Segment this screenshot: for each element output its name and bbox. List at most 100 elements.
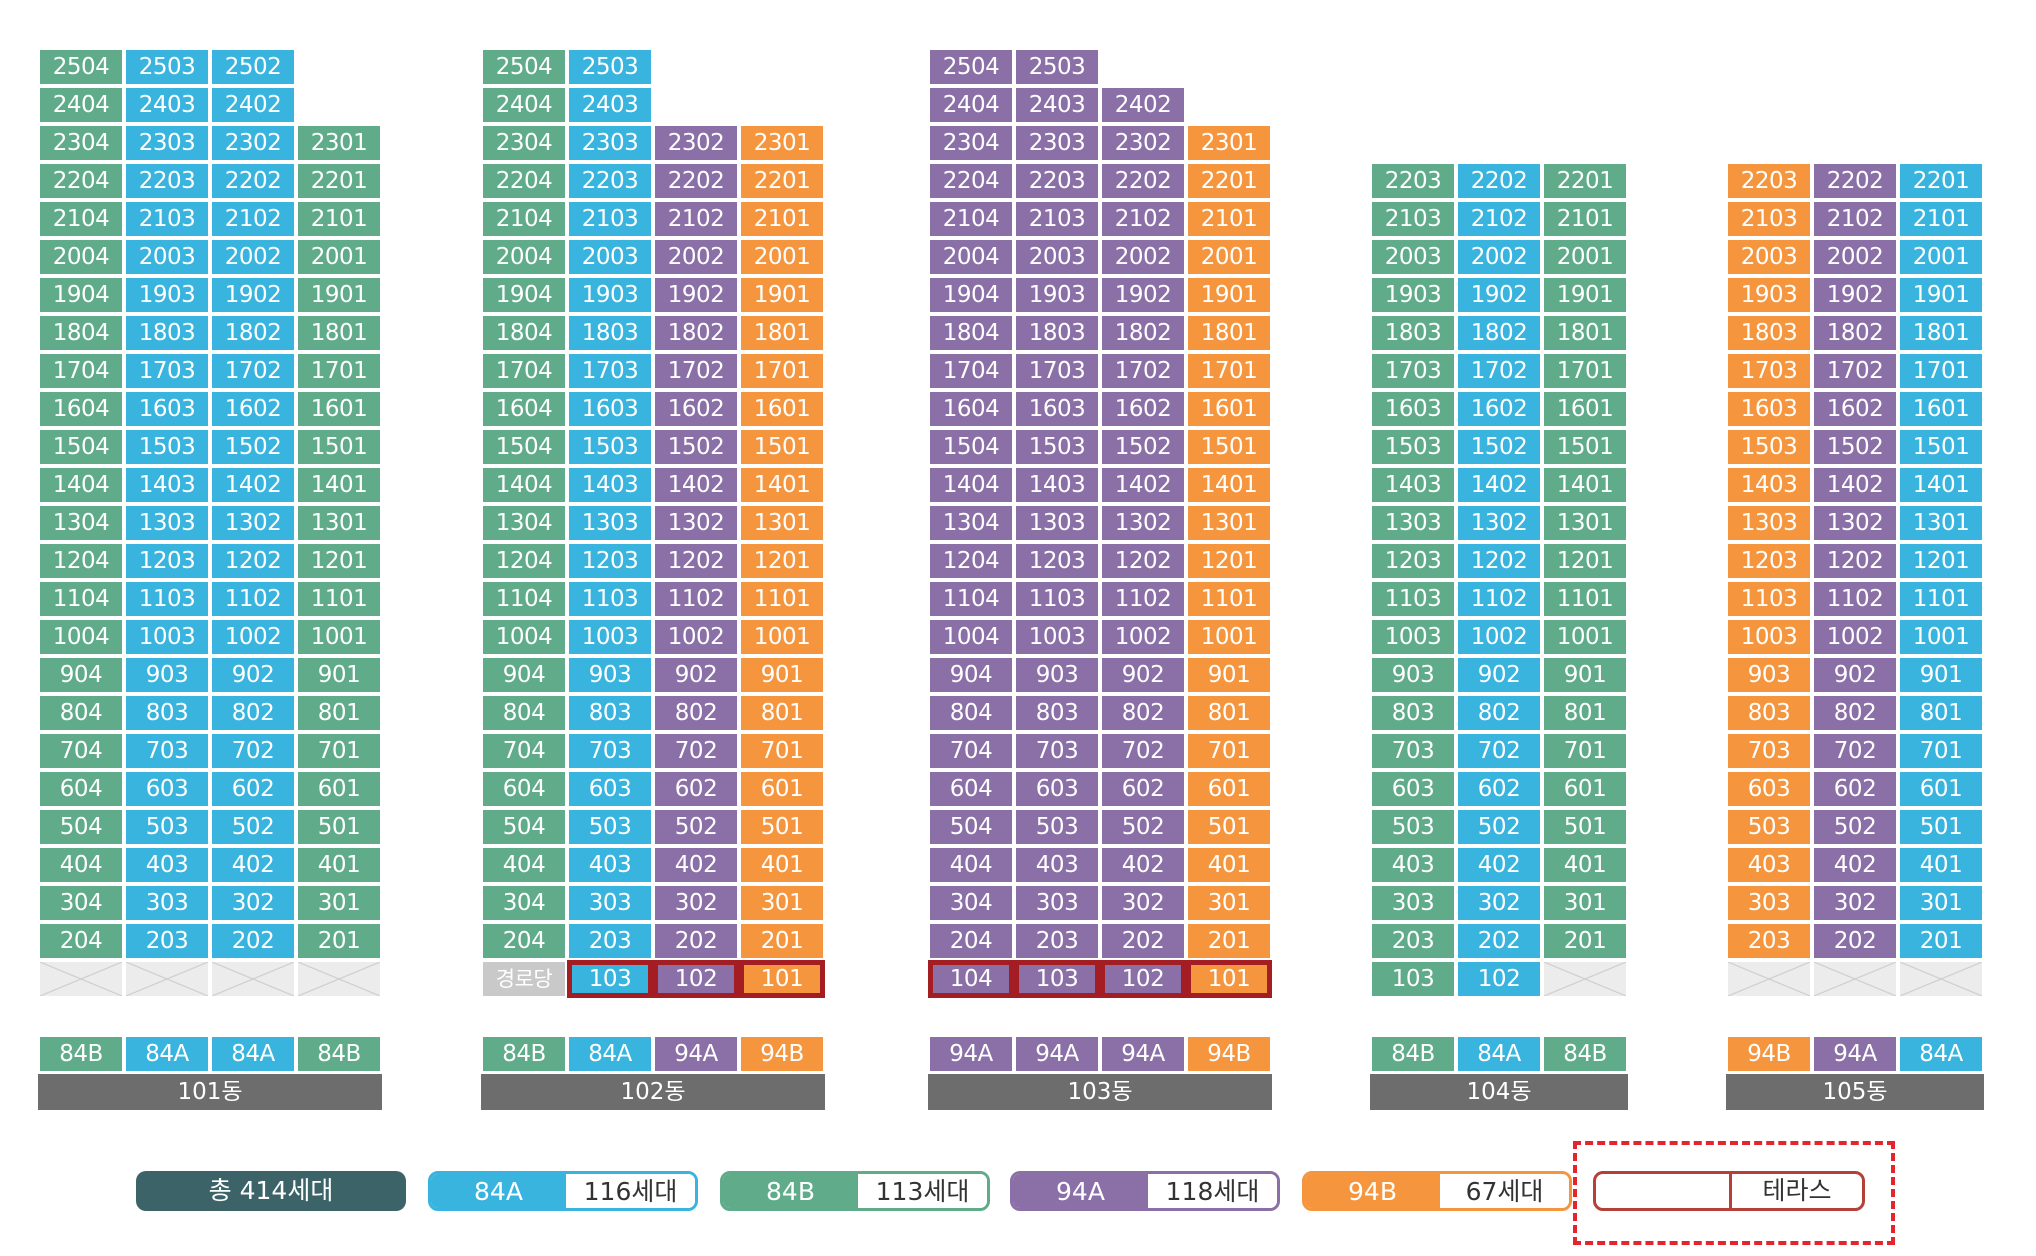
unit-cell: 1801 — [1542, 314, 1628, 352]
unit-cell: 2001 — [1898, 238, 1984, 276]
unit-cell: 1003 — [567, 618, 653, 656]
unit-cell: 403 — [1014, 846, 1100, 884]
unit-cell: 1601 — [296, 390, 382, 428]
unit-cell: 1103 — [124, 580, 210, 618]
unit-cell: 1803 — [1014, 314, 1100, 352]
unit-cell: 1401 — [1186, 466, 1272, 504]
unit-cell: 201 — [1898, 922, 1984, 960]
unit-cell: 1103 — [1014, 580, 1100, 618]
unit-cell: 2302 — [210, 124, 296, 162]
unit-cell: 2301 — [296, 124, 382, 162]
unit-cell: 1004 — [928, 618, 1014, 656]
unit-cell: 2004 — [481, 238, 567, 276]
unit-cell: 1003 — [1014, 618, 1100, 656]
line-type-label: 84A — [210, 1035, 296, 1073]
unit-cell: 1203 — [124, 542, 210, 580]
unit-cell: 1502 — [1812, 428, 1898, 466]
unit-cell: 1503 — [1014, 428, 1100, 466]
unit-cell: 1903 — [1014, 276, 1100, 314]
unit-cell: 1503 — [1726, 428, 1812, 466]
unit-cell: 901 — [1542, 656, 1628, 694]
unit-cell: 702 — [210, 732, 296, 770]
unit-cell: 401 — [1186, 846, 1272, 884]
unit-cell: 1001 — [1186, 618, 1272, 656]
unit-cell: 603 — [1726, 770, 1812, 808]
piloti-cell — [1726, 960, 1812, 998]
unit-cell: 1903 — [1726, 276, 1812, 314]
unit-cell: 303 — [124, 884, 210, 922]
unit-cell: 1802 — [1456, 314, 1542, 352]
unit-cell: 702 — [1456, 732, 1542, 770]
unit-cell: 402 — [1456, 846, 1542, 884]
unit-cell: 1202 — [1812, 542, 1898, 580]
unit-cell: 1303 — [1370, 504, 1456, 542]
unit-cell: 1102 — [1812, 580, 1898, 618]
unit-cell: 1704 — [38, 352, 124, 390]
piloti-cell — [210, 960, 296, 998]
unit-cell: 903 — [1726, 656, 1812, 694]
unit-cell: 2101 — [1186, 200, 1272, 238]
unit-cell: 1503 — [567, 428, 653, 466]
terrace-label: 테라스 — [1762, 1176, 1832, 1205]
line-type-label: 94A — [928, 1035, 1014, 1073]
unit-cell: 802 — [1100, 694, 1186, 732]
unit-cell: 503 — [1370, 808, 1456, 846]
unit-cell: 503 — [1014, 808, 1100, 846]
unit-cell: 403 — [1726, 846, 1812, 884]
unit-cell: 703 — [567, 732, 653, 770]
unit-cell: 401 — [1898, 846, 1984, 884]
line-type-label: 94B — [739, 1035, 825, 1073]
unit-cell: 1402 — [1456, 466, 1542, 504]
unit-cell: 1002 — [210, 618, 296, 656]
unit-cell: 1203 — [1014, 542, 1100, 580]
unit-cell: 1603 — [1726, 390, 1812, 428]
unit-cell: 1604 — [928, 390, 1014, 428]
unit-cell: 504 — [481, 808, 567, 846]
unit-cell: 1601 — [1186, 390, 1272, 428]
unit-cell: 401 — [296, 846, 382, 884]
unit-cell: 1501 — [1898, 428, 1984, 466]
unit-cell: 2502 — [210, 48, 296, 86]
unit-cell: 504 — [928, 808, 1014, 846]
line-type-label: 84B — [38, 1035, 124, 1073]
unit-cell: 301 — [296, 884, 382, 922]
unit-cell: 204 — [481, 922, 567, 960]
unit-cell: 1603 — [1370, 390, 1456, 428]
unit-cell: 1302 — [1812, 504, 1898, 542]
unit-cell: 1002 — [1812, 618, 1898, 656]
line-type-label: 84A — [1898, 1035, 1984, 1073]
unit-cell: 404 — [38, 846, 124, 884]
unit-cell: 2303 — [124, 124, 210, 162]
unit-cell: 2002 — [1100, 238, 1186, 276]
unit-cell: 2302 — [653, 124, 739, 162]
unit-cell: 801 — [1542, 694, 1628, 732]
unit-cell: 1303 — [1726, 504, 1812, 542]
unit-cell: 1401 — [296, 466, 382, 504]
unit-cell: 1004 — [481, 618, 567, 656]
unit-cell: 1502 — [210, 428, 296, 466]
line-type-label: 84A — [1456, 1035, 1542, 1073]
unit-cell: 501 — [739, 808, 825, 846]
unit-cell: 2003 — [567, 238, 653, 276]
legend-count: 113세대 — [858, 1174, 987, 1208]
unit-cell: 2304 — [38, 124, 124, 162]
unit-cell: 2202 — [210, 162, 296, 200]
unit-cell: 1301 — [1898, 504, 1984, 542]
unit-cell: 802 — [653, 694, 739, 732]
unit-cell: 1304 — [928, 504, 1014, 542]
unit-cell: 203 — [1370, 922, 1456, 960]
unit-cell: 2102 — [653, 200, 739, 238]
unit-cell: 1802 — [1812, 314, 1898, 352]
unit-cell: 1002 — [653, 618, 739, 656]
unit-cell: 1902 — [1100, 276, 1186, 314]
unit-cell: 1703 — [567, 352, 653, 390]
unit-cell: 402 — [653, 846, 739, 884]
unit-cell: 203 — [567, 922, 653, 960]
unit-cell: 1602 — [1812, 390, 1898, 428]
unit-cell: 1101 — [739, 580, 825, 618]
unit-cell: 1803 — [1726, 314, 1812, 352]
unit-cell: 601 — [739, 770, 825, 808]
unit-cell: 904 — [481, 656, 567, 694]
unit-cell: 103 — [1370, 960, 1456, 998]
unit-cell: 2104 — [928, 200, 1014, 238]
